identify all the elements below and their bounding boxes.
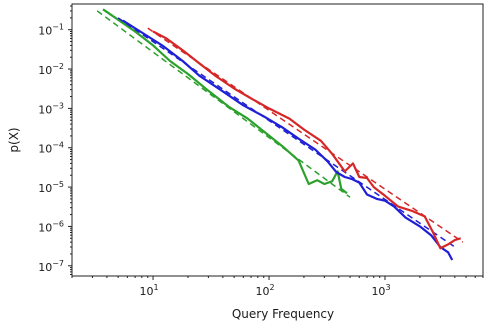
x-axis-ticks: 101 102 103 [71, 276, 484, 298]
x-tick-label: 102 [255, 283, 274, 298]
x-tick-label: 103 [371, 283, 390, 298]
y-axis-label: p(X) [7, 127, 21, 152]
y-tick-label: 10−6 [38, 219, 64, 234]
y-tick-label: 10−7 [38, 259, 64, 274]
y-tick-label: 10−5 [38, 180, 64, 195]
series-fit-line-5 [147, 27, 464, 243]
series-fit-line-1 [96, 10, 351, 198]
y-tick-label: 10−3 [38, 101, 64, 116]
y-tick-label: 10−2 [38, 62, 64, 77]
series-line-2 [122, 19, 454, 261]
plot-series [96, 8, 464, 261]
plot-area-frame [71, 3, 484, 277]
y-tick-label: 10−1 [38, 23, 64, 38]
series-line-0 [102, 8, 348, 195]
y-axis-ticks: 10−7 10−6 10−5 10−4 10−3 10−2 10−1 [38, 5, 72, 276]
x-axis-label: Query Frequency [232, 307, 334, 321]
y-tick-label: 10−4 [38, 141, 64, 156]
x-tick-label: 101 [140, 283, 159, 298]
series-fit-line-3 [117, 17, 456, 248]
series-line-4 [152, 30, 462, 250]
